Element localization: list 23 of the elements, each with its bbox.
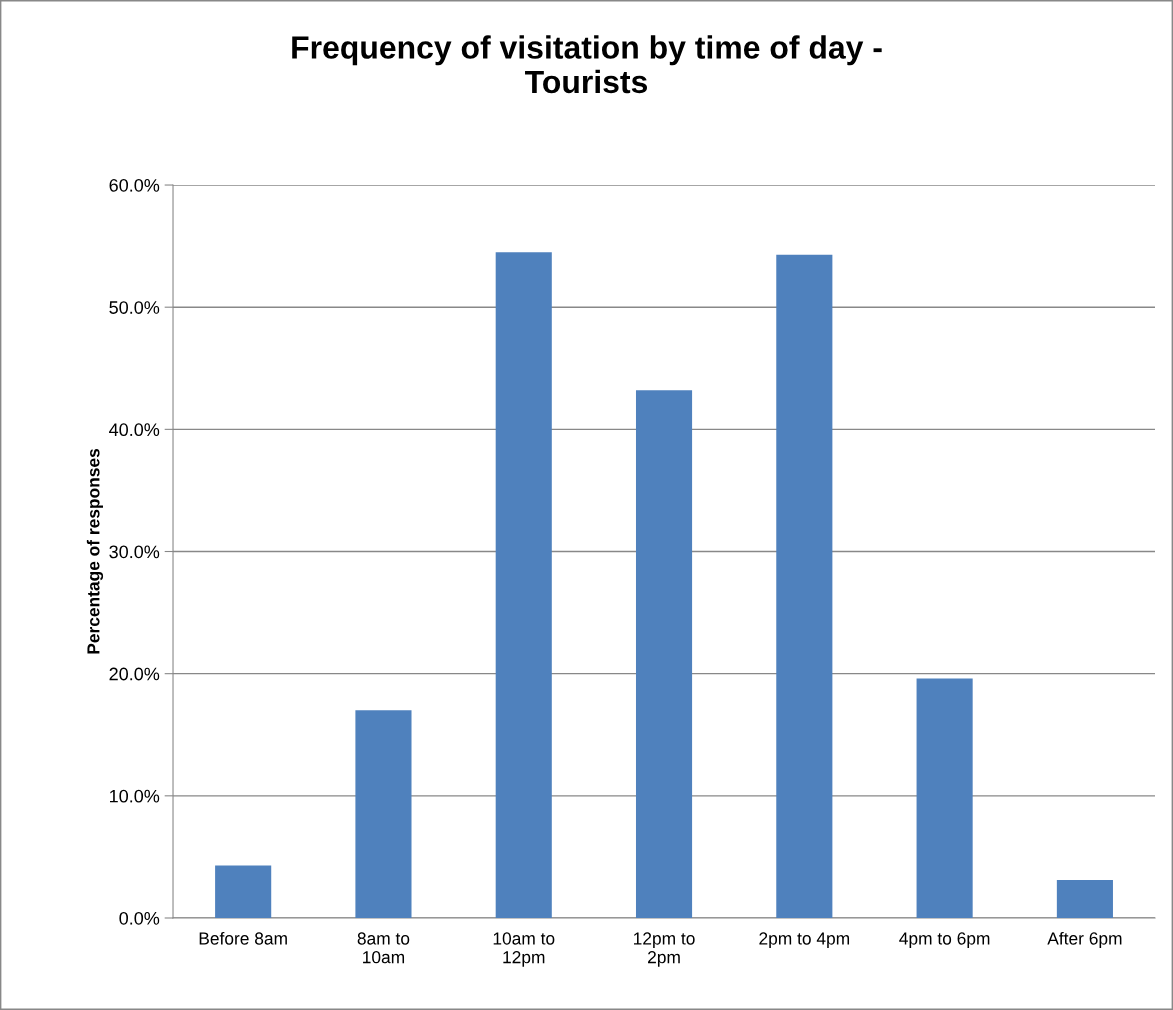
x-tick-label: 2pm to 4pm bbox=[759, 932, 850, 949]
bar bbox=[776, 254, 833, 918]
x-tick-label: 10am to 12pm bbox=[493, 932, 555, 967]
y-tick-label: 50.0% bbox=[109, 301, 160, 314]
y-tick-label: 40.0% bbox=[109, 423, 160, 437]
x-tick-label: Before 8am bbox=[199, 931, 287, 945]
x-tick-label: 8am to 10am bbox=[357, 932, 410, 964]
x-tick-label: 4pm to 6pm bbox=[899, 932, 990, 949]
x-tick-label: After 6pm bbox=[1047, 931, 1122, 949]
y-tick-label: 10.0% bbox=[110, 789, 160, 803]
x-tick-label: 12pm to 2pm bbox=[634, 932, 695, 967]
bar bbox=[1056, 880, 1113, 918]
bar bbox=[355, 710, 412, 918]
y-tick-label: 20.0% bbox=[109, 667, 160, 681]
chart-title: Frequency of visitation by time of day - Tourists bbox=[292, 35, 882, 94]
y-axis-title: Percentage of responses bbox=[86, 448, 104, 654]
y-tick-label: 0.0% bbox=[119, 911, 160, 925]
bar bbox=[916, 678, 973, 918]
bar bbox=[635, 390, 693, 918]
bar bbox=[215, 865, 272, 918]
bar bbox=[495, 252, 552, 918]
y-tick-label: 30.0% bbox=[109, 545, 160, 559]
y-tick-label: 60.0% bbox=[109, 178, 160, 192]
